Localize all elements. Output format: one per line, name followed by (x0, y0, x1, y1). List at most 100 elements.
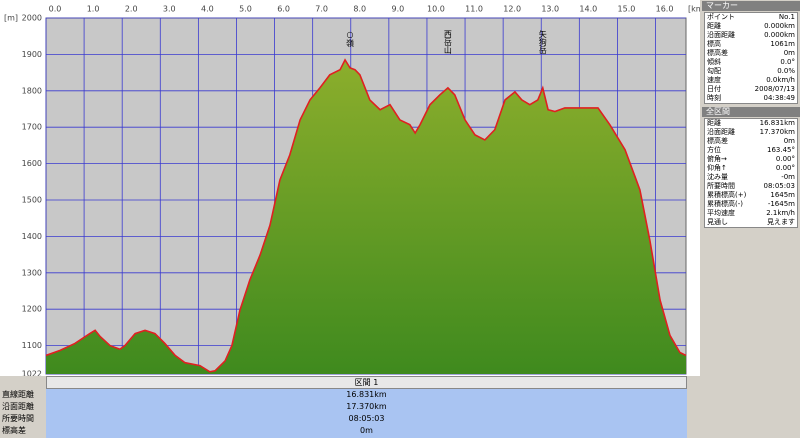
y-tick-label: 1100 (22, 341, 42, 350)
panel-row: 距離 0.000km (705, 22, 797, 31)
x-tick-label: 8.0 (353, 5, 366, 14)
x-tick-label: 6.0 (277, 5, 290, 14)
y-tick-label: 1800 (22, 86, 42, 95)
row-label: 方位 (707, 146, 721, 154)
y-tick-label: 1700 (22, 123, 42, 132)
row-label: 標高 (707, 40, 721, 48)
row-value: 08:05:03 (348, 414, 385, 423)
row-value: No.1 (778, 13, 795, 21)
row-value: 08:05:03 (763, 182, 795, 190)
x-tick-label: 15.0 (618, 5, 636, 14)
profile-line (45, 58, 687, 373)
row-value: 0.00° (775, 164, 795, 172)
row-value: -0m (781, 173, 795, 181)
panel-row: 累積標高(+) 1645m (705, 191, 797, 200)
y-tick-label: 1022 (22, 370, 42, 377)
y-unit: [m] (4, 14, 18, 23)
panel-row: 標高 1061m (705, 40, 797, 49)
panel-row: 日付 2008/07/13 (705, 85, 797, 94)
section-row: 所要時間 08:05:03 (2, 413, 687, 425)
row-value: 見えます (767, 218, 795, 226)
row-value: 0m (783, 137, 795, 145)
row-label: 俯角→ (707, 155, 727, 163)
panel-row: ポイント No.1 (705, 13, 797, 22)
panel-row: 標高差 0m (705, 49, 797, 58)
row-value: 17.370km (346, 402, 387, 411)
panel-row: 累積標高(-) -1645m (705, 200, 797, 209)
x-tick-label: 4.0 (201, 5, 214, 14)
row-label: 標高差 (707, 49, 728, 57)
section-rows: 直線距離 16.831km 沿面距離 17.370km 所要時間 08:05:03 標高差 0… (2, 389, 687, 438)
row-label: 平均速度 (707, 209, 735, 217)
panel-row: 方位 163.45° (705, 146, 797, 155)
total-title: 全区間 (702, 107, 800, 117)
y-tick-label: 1300 (22, 268, 42, 277)
row-label: 所要時間 (2, 414, 34, 423)
y-tick-label: 2000 (22, 14, 42, 23)
panel-row: 沿面距離 0.000km (705, 31, 797, 40)
peak-label: 矢狗岳 (538, 29, 547, 55)
row-label: ポイント (707, 13, 735, 21)
x-tick-label: 16.0 (656, 5, 674, 14)
row-value: 163.45° (767, 146, 795, 154)
row-value: 0.0% (777, 67, 795, 75)
peak-label: ○嶺 (346, 30, 355, 48)
marker-title: マーカー (702, 1, 800, 11)
panel-row: 標高差 0m (705, 137, 797, 146)
x-tick-label: 14.0 (579, 5, 597, 14)
row-label: 直線距離 (2, 390, 34, 399)
row-value: 0.00° (775, 155, 795, 163)
row-value: 04:38:49 (763, 94, 795, 102)
row-label: 見通し (707, 218, 728, 226)
row-label: 累積標高(+) (707, 191, 747, 199)
panel-row: 平均速度 2.1km/h (705, 209, 797, 218)
row-label: 距離 (707, 22, 721, 30)
total-table: 距離 16.831km 沿面距離 17.370km 標高差 0m 方位 163.45° 俯角→ 0… (704, 118, 798, 228)
x-tick-label: 10.0 (427, 5, 445, 14)
row-value: 2.1km/h (766, 209, 795, 217)
row-label: 標高差 (707, 137, 728, 145)
panel-row: 沿面距離 17.370km (705, 128, 797, 137)
x-tick-label: 5.0 (239, 5, 252, 14)
row-label: 沈み量 (707, 173, 728, 181)
row-label: 標高差 (2, 426, 26, 435)
row-value: 0m (783, 49, 795, 57)
row-value: 2008/07/13 (754, 85, 795, 93)
x-tick-label: 1.0 (87, 5, 100, 14)
panel-row: 見通し 見えます (705, 218, 797, 227)
row-value: -1645m (767, 200, 795, 208)
side-panel: マーカー ポイント No.1 距離 0.000km 沿面距離 0.000km 標高 1061m… (702, 0, 800, 438)
x-unit: [km] (688, 5, 700, 14)
section-row: 沿面距離 17.370km (2, 401, 687, 413)
row-value: 16.831km (346, 390, 387, 399)
panel-row: 仰角↑ 0.00° (705, 164, 797, 173)
row-value: 1061m (770, 40, 795, 48)
row-label: 距離 (707, 119, 721, 127)
panel-row: 傾斜 0.0° (705, 58, 797, 67)
row-label: 沿面距離 (2, 402, 34, 411)
row-label: 日付 (707, 85, 721, 93)
section-title: 区間 1 (46, 376, 687, 389)
row-value: 0.0km/h (766, 76, 795, 84)
panel-row: 速度 0.0km/h (705, 76, 797, 85)
row-value: 0.0° (780, 58, 795, 66)
x-tick-label: 7.0 (315, 5, 328, 14)
row-value: 0.000km (764, 31, 795, 39)
row-value: 16.831km (759, 119, 795, 127)
row-label: 累積標高(-) (707, 200, 743, 208)
area-fill (46, 59, 686, 375)
x-tick-label: 13.0 (541, 5, 559, 14)
panel-row: 沈み量 -0m (705, 173, 797, 182)
x-tick-label: 11.0 (465, 5, 483, 14)
section-row: 標高差 0m (2, 425, 687, 437)
row-label: 仰角↑ (707, 164, 727, 172)
panel-row: 距離 16.831km (705, 119, 797, 128)
panel-row: 勾配 0.0% (705, 67, 797, 76)
row-value: 1645m (770, 191, 795, 199)
x-tick-label: 3.0 (163, 5, 176, 14)
panel-row: 所要時間 08:05:03 (705, 182, 797, 191)
x-tick-label: 12.0 (503, 5, 521, 14)
profile-chart: [m] [km] 1022 1100 1200 1300 1400 1500 1600 170… (0, 0, 700, 376)
y-tick-label: 1500 (22, 196, 42, 205)
row-label: 速度 (707, 76, 721, 84)
